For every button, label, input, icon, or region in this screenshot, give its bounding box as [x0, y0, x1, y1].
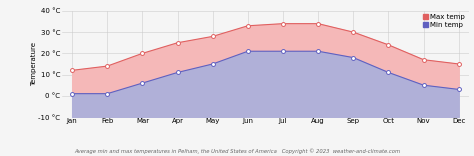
Point: [314, 50, 322, 52]
Point: [420, 58, 428, 61]
Text: Average min and max temperatures in Pelham, the United States of America   Copyr: Average min and max temperatures in Pelh…: [74, 149, 400, 154]
Point: [174, 71, 182, 74]
Point: [103, 92, 111, 95]
Point: [209, 63, 217, 65]
Point: [68, 69, 76, 72]
Point: [103, 65, 111, 67]
Point: [455, 63, 463, 65]
Point: [279, 22, 287, 25]
Point: [139, 52, 146, 55]
Point: [420, 84, 428, 86]
Point: [384, 71, 392, 74]
Point: [139, 82, 146, 84]
Point: [349, 56, 357, 59]
Y-axis label: Temperature: Temperature: [31, 42, 37, 86]
Point: [244, 50, 252, 52]
Point: [455, 88, 463, 91]
Legend: Max temp, Min temp: Max temp, Min temp: [422, 13, 466, 28]
Point: [349, 31, 357, 33]
Point: [68, 92, 76, 95]
Point: [384, 44, 392, 46]
Point: [209, 35, 217, 38]
Point: [244, 24, 252, 27]
Point: [279, 50, 287, 52]
Point: [174, 41, 182, 44]
Point: [314, 22, 322, 25]
